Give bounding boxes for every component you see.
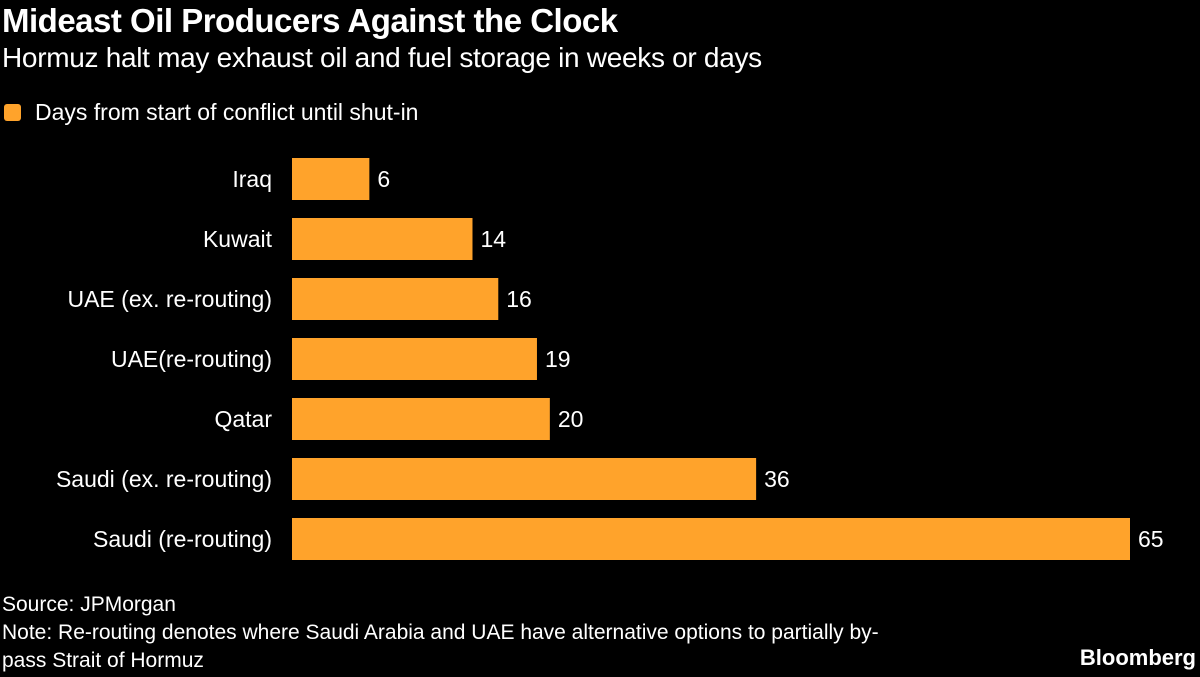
bar <box>292 338 537 380</box>
bar <box>292 218 473 260</box>
bloomberg-logo: Bloomberg <box>1079 645 1196 670</box>
category-label: Saudi (re-routing) <box>93 526 272 552</box>
data-label: 20 <box>558 406 584 432</box>
note-line-1: Note: Re-routing denotes where Saudi Ara… <box>2 621 879 644</box>
bar <box>292 278 499 320</box>
category-label: UAE(re-routing) <box>111 346 272 372</box>
bar <box>292 518 1130 560</box>
bar <box>292 458 757 500</box>
chart-subtitle: Hormuz halt may exhaust oil and fuel sto… <box>2 42 762 73</box>
data-label: 65 <box>1138 526 1164 552</box>
note-line-2: pass Strait of Hormuz <box>2 649 204 672</box>
data-label: 6 <box>377 166 390 192</box>
data-label: 16 <box>506 286 532 312</box>
data-label: 19 <box>545 346 571 372</box>
bar-chart: Iraq 6 Kuwait 14 UAE (ex. re-routing) 16 UAE(r… <box>56 158 1164 560</box>
category-label: Qatar <box>214 406 272 432</box>
data-label: 36 <box>764 466 790 492</box>
data-label: 14 <box>480 226 506 252</box>
source-text: Source: JPMorgan <box>2 593 176 616</box>
category-label: Kuwait <box>203 226 273 252</box>
chart-title: Mideast Oil Producers Against the Clock <box>2 2 618 39</box>
bar <box>292 158 370 200</box>
category-label: Saudi (ex. re-routing) <box>56 466 272 492</box>
legend-swatch <box>4 104 21 121</box>
bar <box>292 398 550 440</box>
category-label: UAE (ex. re-routing) <box>67 286 272 312</box>
category-label: Iraq <box>232 166 272 192</box>
legend: Days from start of conflict until shut-i… <box>4 99 418 126</box>
legend-label: Days from start of conflict until shut-i… <box>35 99 419 125</box>
